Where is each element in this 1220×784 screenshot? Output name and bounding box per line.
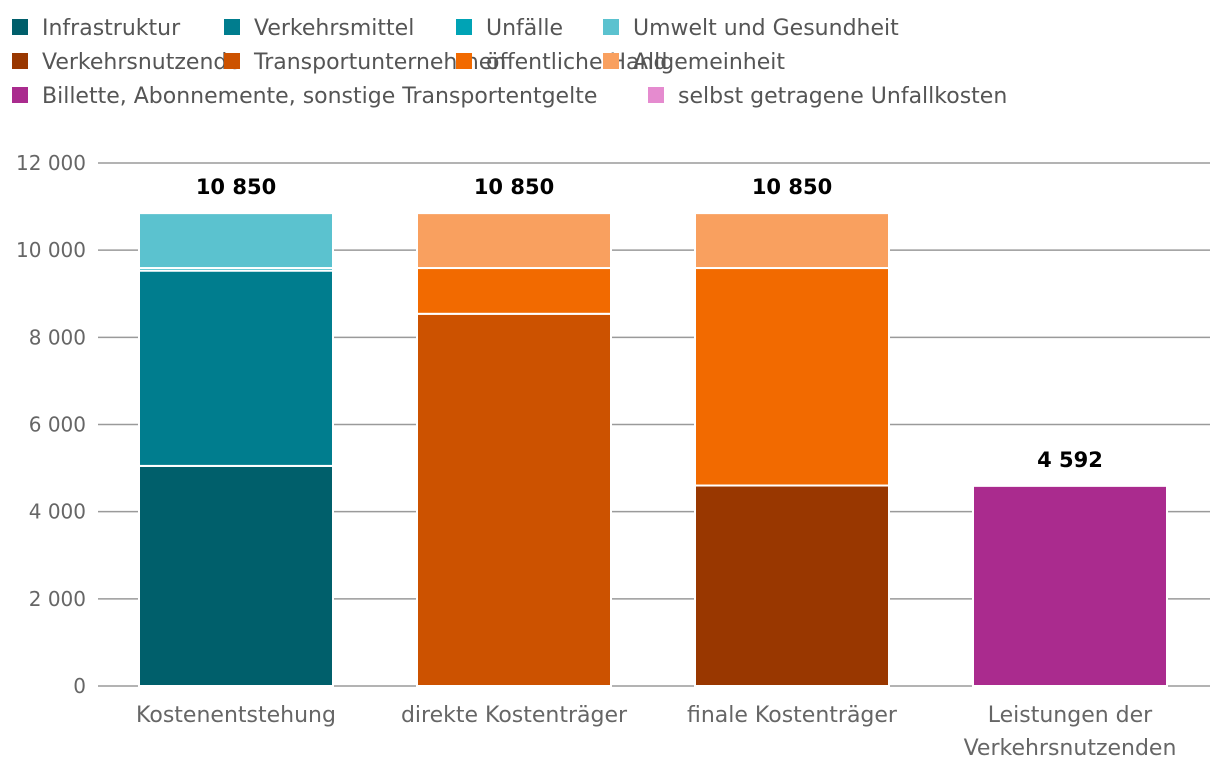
- total-label: 4 592: [1037, 448, 1103, 472]
- legend-item-infrastruktur[interactable]: Infrastruktur: [12, 16, 181, 41]
- legend-item-selbst-getragene-unfallkosten[interactable]: selbst getragene Unfallkosten: [648, 84, 1007, 109]
- y-tick-label: 6 000: [29, 413, 86, 437]
- bar-segment-oeffentliche-hand[interactable]: [694, 267, 890, 487]
- legend-swatch: [12, 53, 28, 69]
- legend-label: selbst getragene Unfallkosten: [678, 84, 1007, 109]
- bar-leistungen-der-verkehrsnutzenden[interactable]: [972, 484, 1168, 687]
- legend-item-verkehrsnutzende[interactable]: Verkehrsnutzende: [12, 50, 241, 75]
- total-label: 10 850: [196, 175, 276, 199]
- total-label: 10 850: [474, 175, 554, 199]
- x-tick-label: Kostenentstehung: [136, 703, 336, 728]
- bar-segment-allgemeinheit[interactable]: [694, 212, 890, 270]
- x-tick-label-line: Verkehrsnutzenden: [964, 736, 1177, 761]
- bar-segment-allgemeinheit[interactable]: [416, 212, 612, 270]
- total-labels: 10 850 10 850 10 850 4 592: [196, 175, 1103, 472]
- bar-segment-transportunternehmen[interactable]: [416, 312, 612, 687]
- bar-segment-infrastruktur[interactable]: [138, 464, 334, 688]
- bar-direkte-kostentraeger[interactable]: [416, 212, 612, 687]
- legend-label: Allgemeinheit: [633, 50, 785, 75]
- legend-label: Umwelt und Gesundheit: [633, 16, 899, 41]
- legend-swatch: [224, 53, 240, 69]
- legend-label: Verkehrsmittel: [254, 16, 414, 41]
- y-tick-label: 10 000: [16, 238, 86, 262]
- legend-item-billette-abonnemente-sonstige-transportentgelte[interactable]: Billette, Abonnemente, sonstige Transpor…: [12, 84, 597, 109]
- y-tick-label: 4 000: [29, 500, 86, 524]
- legend-swatch: [12, 19, 28, 35]
- bar-segment-billette-abonnemente-sonstige-transportentgelte[interactable]: [972, 484, 1168, 687]
- bar-finale-kostentraeger[interactable]: [694, 212, 890, 687]
- x-tick-label: Leistungen der Verkehrsnutzenden: [964, 703, 1177, 761]
- total-label: 10 850: [752, 175, 832, 199]
- x-tick-label: finale Kostenträger: [687, 703, 898, 728]
- legend-item-unfaelle[interactable]: Unfälle: [456, 16, 563, 41]
- bar-segment-verkehrsmittel[interactable]: [138, 269, 334, 467]
- legend: Infrastruktur Verkehrsmittel Unfälle Umwelt…: [12, 16, 1007, 109]
- y-tick-label: 8 000: [29, 325, 86, 349]
- legend-swatch: [648, 87, 664, 103]
- legend-swatch: [456, 53, 472, 69]
- bar-segment-verkehrsnutzende[interactable]: [694, 484, 890, 687]
- legend-swatch: [603, 53, 619, 69]
- legend-item-allgemeinheit[interactable]: Allgemeinheit: [603, 50, 785, 75]
- x-tick-label-line: Leistungen der: [988, 703, 1153, 728]
- legend-swatch: [224, 19, 240, 35]
- y-axis: 0 2 000 4 000 6 000 8 000 10 000 12 000: [16, 151, 86, 698]
- bar-segment-umwelt-und-gesundheit[interactable]: [138, 212, 334, 270]
- y-tick-label: 12 000: [16, 151, 86, 175]
- legend-item-oeffentliche-hand[interactable]: öffentliche Hand: [456, 50, 667, 75]
- legend-swatch: [603, 19, 619, 35]
- x-axis: Kostenentstehung direkte Kostenträger fina…: [136, 703, 1176, 761]
- legend-item-umwelt-und-gesundheit[interactable]: Umwelt und Gesundheit: [603, 16, 899, 41]
- x-tick-label: direkte Kostenträger: [401, 703, 628, 728]
- legend-swatch: [12, 87, 28, 103]
- legend-item-verkehrsmittel[interactable]: Verkehrsmittel: [224, 16, 414, 41]
- bars: [138, 212, 1168, 688]
- bar-kostenentstehung[interactable]: [138, 212, 334, 688]
- legend-label: Infrastruktur: [42, 16, 181, 41]
- y-tick-label: 2 000: [29, 587, 86, 611]
- legend-label: Unfälle: [486, 16, 563, 41]
- legend-label: Billette, Abonnemente, sonstige Transpor…: [42, 84, 597, 109]
- bar-segment-oeffentliche-hand[interactable]: [416, 267, 612, 315]
- legend-swatch: [456, 19, 472, 35]
- legend-label: öffentliche Hand: [486, 50, 667, 75]
- legend-label: Verkehrsnutzende: [42, 50, 241, 75]
- y-tick-label: 0: [73, 674, 86, 698]
